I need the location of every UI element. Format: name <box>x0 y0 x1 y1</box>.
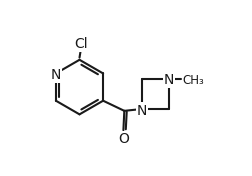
Text: O: O <box>117 132 128 146</box>
Text: Cl: Cl <box>74 37 88 51</box>
Text: CH₃: CH₃ <box>182 74 204 87</box>
Text: N: N <box>163 73 174 87</box>
Text: N: N <box>136 103 146 118</box>
Text: N: N <box>50 68 61 82</box>
